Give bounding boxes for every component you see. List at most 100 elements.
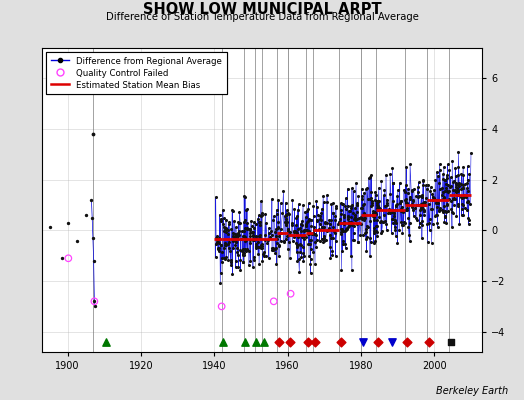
Point (247, 218, 255, 225)
Point (288, 237, 297, 244)
Point (249, 233, 257, 239)
Point (321, 220, 330, 227)
Point (252, 244, 260, 251)
Point (398, 204, 406, 210)
Point (246, 226, 254, 232)
Point (290, 234, 299, 240)
Point (277, 226, 285, 232)
Point (282, 210, 291, 217)
Point (220, 228, 228, 234)
Point (354, 238, 362, 245)
Point (373, 205, 381, 212)
Point (305, 216, 314, 222)
Point (452, 172, 460, 179)
Point (312, 198, 321, 204)
Point (256, 235, 264, 241)
Point (343, 225, 352, 231)
Point (416, 207, 424, 213)
Point (337, 207, 345, 213)
Point (349, 210, 357, 216)
Point (443, 201, 451, 207)
Point (413, 202, 421, 208)
Point (459, 202, 467, 208)
Point (455, 179, 464, 186)
Point (441, 208, 449, 214)
Point (428, 206, 436, 212)
Point (319, 199, 328, 205)
Point (331, 213, 339, 219)
Point (305, 228, 313, 234)
Point (282, 212, 291, 218)
Point (432, 197, 440, 204)
Point (281, 199, 290, 206)
Point (359, 200, 368, 207)
Point (214, 237, 223, 243)
Point (88, 197, 96, 203)
Point (392, 202, 400, 208)
Point (269, 245, 277, 252)
Point (434, 208, 443, 214)
Point (342, 245, 350, 252)
Point (237, 236, 245, 242)
Point (257, 198, 265, 205)
Point (348, 201, 356, 208)
Point (388, 208, 396, 215)
Point (213, 236, 221, 242)
Point (274, 197, 282, 203)
Point (285, 239, 293, 245)
Point (257, 244, 265, 251)
Point (418, 222, 427, 228)
Point (300, 236, 308, 243)
Point (298, 218, 306, 224)
Point (271, 250, 279, 256)
Point (420, 208, 428, 214)
Point (357, 186, 366, 192)
Point (250, 219, 258, 225)
Point (457, 181, 466, 187)
Point (222, 229, 230, 235)
Point (355, 215, 364, 221)
Point (353, 202, 361, 209)
Point (257, 213, 265, 219)
Point (270, 213, 278, 219)
Point (347, 204, 355, 211)
Point (408, 202, 416, 208)
Point (297, 253, 305, 260)
Point (242, 248, 250, 254)
Point (408, 188, 416, 194)
Point (258, 241, 266, 247)
Point (284, 226, 292, 232)
Point (406, 237, 414, 244)
Point (294, 242, 302, 248)
Point (342, 195, 350, 201)
Point (439, 209, 447, 216)
Point (439, 196, 447, 203)
Point (287, 290, 295, 297)
Point (417, 205, 425, 211)
Point (463, 163, 472, 170)
Point (309, 230, 317, 236)
Point (463, 198, 472, 204)
Point (353, 201, 361, 208)
Point (307, 270, 315, 276)
Point (419, 200, 428, 206)
Point (432, 200, 440, 206)
Point (258, 258, 267, 265)
Point (311, 238, 320, 245)
Point (293, 233, 302, 240)
Point (459, 185, 467, 192)
Point (435, 161, 444, 168)
Point (421, 195, 430, 201)
Point (275, 252, 283, 259)
Point (310, 227, 318, 233)
Point (240, 233, 248, 240)
Point (221, 242, 230, 249)
Point (305, 253, 313, 260)
Point (222, 226, 231, 232)
Point (286, 255, 294, 261)
Point (348, 222, 356, 228)
Point (432, 200, 441, 206)
Point (227, 226, 235, 232)
Point (322, 237, 330, 243)
Point (258, 210, 266, 216)
